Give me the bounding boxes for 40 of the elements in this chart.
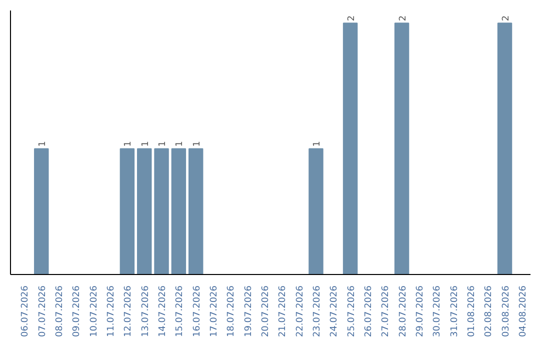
x-tick-label: 19.07.2026 — [244, 285, 254, 338]
x-tick-label: 26.07.2026 — [364, 285, 374, 338]
x-tick-label: 13.07.2026 — [140, 285, 151, 338]
x-tick-label: 29.07.2026 — [415, 285, 426, 338]
x-tick-label: 12.07.2026 — [124, 285, 134, 338]
data-label: 1 — [38, 141, 48, 147]
x-tick-label: 09.07.2026 — [72, 285, 82, 338]
x-tick-label: 30.07.2026 — [432, 285, 443, 338]
data-label: 1 — [312, 141, 322, 147]
data-label: 1 — [192, 141, 202, 147]
x-tick-label: 07.07.2026 — [38, 285, 48, 338]
x-tick-label: 23.07.2026 — [312, 285, 322, 338]
x-tick-label: 31.07.2026 — [450, 285, 460, 338]
x-tick-label: 02.08.2026 — [484, 285, 494, 338]
x-tick-label: 14.07.2026 — [158, 285, 168, 338]
x-tick-label: 21.07.2026 — [278, 285, 288, 338]
data-label: 1 — [124, 141, 134, 147]
x-tick-label: 16.07.2026 — [192, 285, 202, 338]
x-tick-label: 03.08.2026 — [501, 285, 512, 338]
x-tick-label: 17.07.2026 — [210, 285, 220, 338]
data-label: 1 — [175, 141, 186, 147]
data-label: 2 — [501, 15, 512, 22]
x-tick-label: 11.07.2026 — [106, 285, 117, 338]
x-tick-label: 15.07.2026 — [175, 285, 186, 338]
x-tick-label: 28.07.2026 — [398, 285, 408, 338]
data-label: 2 — [398, 15, 408, 22]
x-tick-label: 18.07.2026 — [226, 285, 237, 338]
x-tick-label: 10.07.2026 — [89, 285, 100, 338]
x-tick-label: 25.07.2026 — [346, 285, 357, 338]
x-tick-label: 01.08.2026 — [466, 285, 477, 338]
x-tick-label: 22.07.2026 — [295, 285, 306, 338]
x-tick-label: 04.08.2026 — [518, 285, 528, 338]
data-label: 2 — [346, 15, 357, 22]
x-tick-label: 08.07.2026 — [55, 285, 66, 338]
x-tick-label: 24.07.2026 — [330, 285, 340, 338]
data-label: 1 — [140, 141, 151, 147]
x-tick-label: 27.07.2026 — [381, 285, 392, 338]
x-tick-label: 06.07.2026 — [20, 285, 31, 338]
data-label: 1 — [158, 141, 168, 147]
x-tick-label: 20.07.2026 — [260, 285, 271, 338]
